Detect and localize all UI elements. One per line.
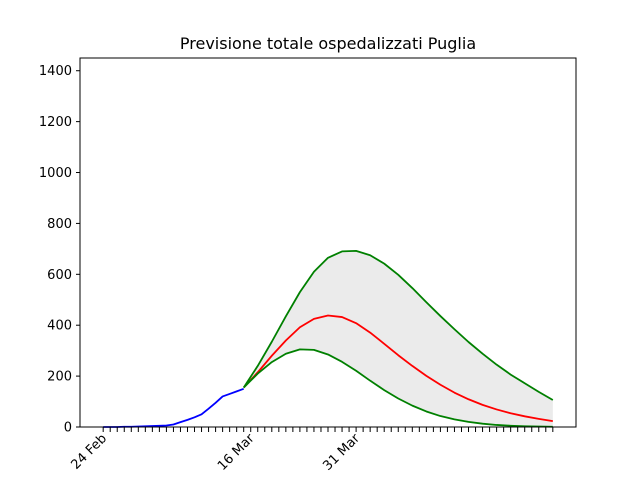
y-tick-label: 1200 — [39, 115, 72, 130]
x-tick-label: 16 Mar — [215, 431, 258, 474]
x-tick-label: 24 Feb — [69, 431, 111, 473]
y-tick-label: 0 — [64, 421, 72, 436]
y-tick-label: 200 — [47, 370, 72, 385]
y-tick-label: 600 — [47, 268, 72, 283]
x-tick-label: 31 Mar — [320, 431, 363, 474]
series-line-observed — [103, 387, 244, 428]
y-tick-label: 1400 — [39, 64, 72, 79]
y-tick-label: 800 — [47, 217, 72, 232]
y-tick-label: 1000 — [39, 166, 72, 181]
series-line-forecast — [243, 314, 553, 423]
series-line-upper-bound — [242, 249, 554, 401]
chart-title: Previsione totale ospedalizzati Puglia — [180, 34, 476, 53]
series-line-lower-bound — [243, 348, 553, 428]
y-tick-label: 400 — [47, 319, 72, 334]
confidence-band — [243, 250, 553, 427]
plot-frame — [79, 57, 577, 428]
